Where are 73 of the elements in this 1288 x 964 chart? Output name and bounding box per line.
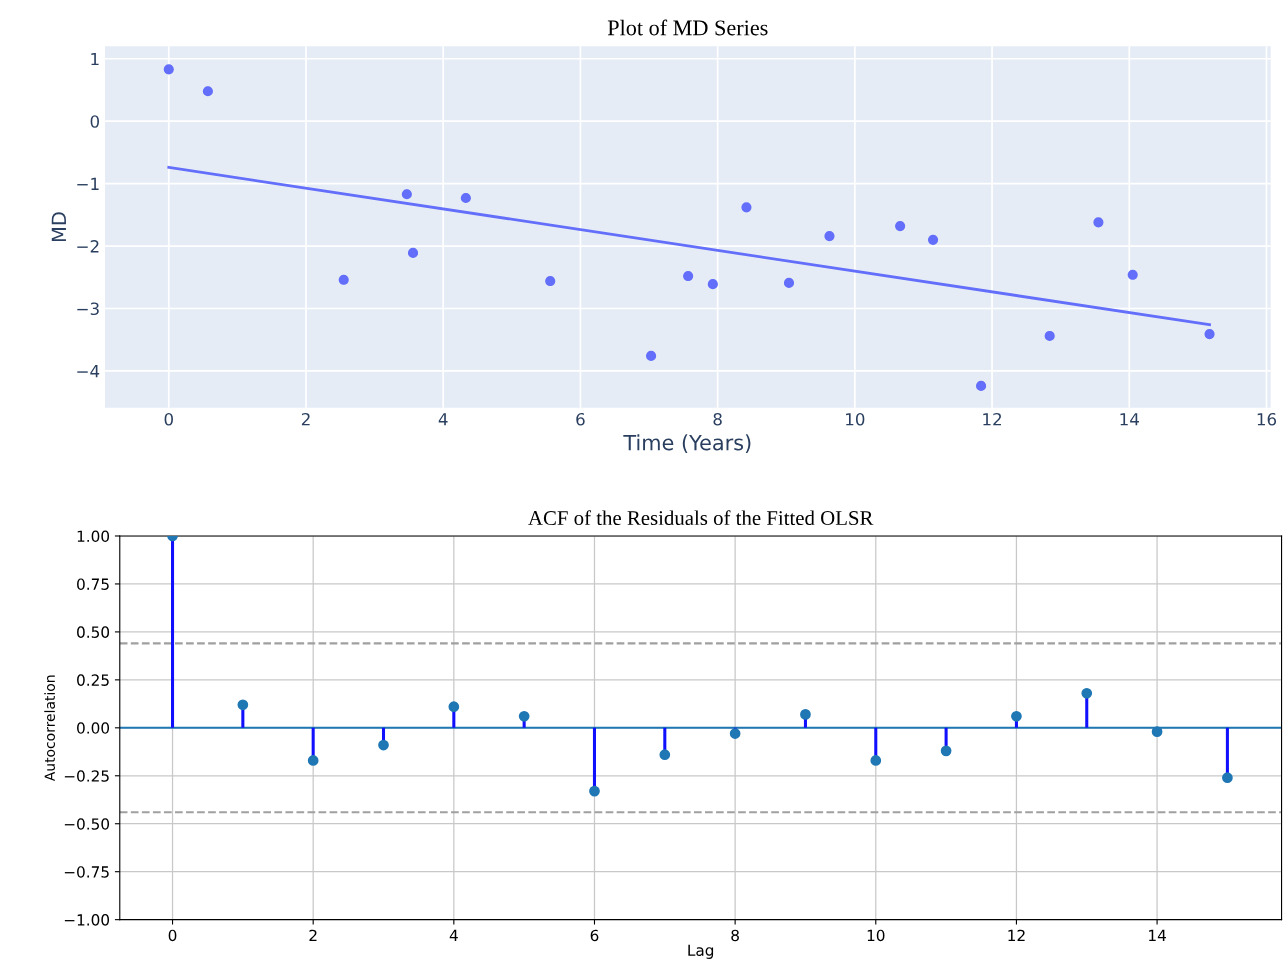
point: [729, 728, 741, 739]
x-tick-label: 12: [1008, 929, 1025, 941]
point: [824, 230, 835, 242]
x-tick-label: 6: [590, 929, 599, 942]
point: [976, 380, 987, 392]
y-axis-title: Autocorrelation: [44, 675, 55, 782]
point: [202, 86, 213, 97]
x-tick-label: 10: [846, 412, 865, 426]
point: [1151, 726, 1163, 738]
x-tick-label: 0: [168, 929, 177, 942]
y-tick-label: 0.25: [77, 674, 109, 686]
point: [927, 234, 939, 245]
y-tick-label: −4: [77, 365, 100, 378]
x-tick-label: 4: [438, 413, 448, 426]
point: [378, 739, 389, 751]
point: [589, 785, 600, 797]
y-tick-label: 0.75: [77, 578, 109, 590]
y-tick-label: 1: [91, 52, 99, 66]
x-tick-label: 16: [1257, 412, 1277, 426]
x-tick-label: 12: [983, 412, 1001, 426]
point: [870, 755, 882, 766]
x-tick-label: 14: [1120, 413, 1139, 426]
point: [1127, 269, 1138, 280]
y-tick-label: −0.50: [64, 818, 110, 830]
x-axis-title: Time (Years): [623, 434, 751, 453]
point: [741, 202, 752, 213]
point: [1081, 687, 1093, 699]
point: [448, 701, 460, 713]
point: [800, 709, 811, 720]
y-tick-label: −2: [77, 240, 99, 253]
y-tick-label: 0: [90, 115, 99, 128]
y-tick-label: −3: [77, 302, 99, 316]
y-tick-label: −0.75: [64, 866, 109, 878]
point: [707, 279, 718, 290]
x-tick-label: 6: [576, 412, 585, 426]
point: [683, 270, 694, 282]
y-tick-label: −1: [77, 177, 99, 190]
point: [407, 247, 419, 259]
x-tick-label: 14: [1149, 929, 1166, 941]
point: [518, 710, 530, 722]
x-tick-label: 8: [713, 412, 722, 426]
point: [659, 749, 671, 761]
point: [545, 275, 556, 287]
point: [1011, 710, 1022, 722]
y-tick-label: 1.00: [77, 530, 110, 543]
point: [1222, 772, 1233, 784]
x-axis-title: Lag: [688, 944, 714, 959]
y-tick-label: −1.00: [64, 914, 110, 926]
y-tick-label: 0.50: [77, 626, 110, 638]
point: [338, 274, 349, 285]
point: [646, 350, 657, 362]
chart-title: Plot of MD Series: [607, 19, 768, 36]
point: [1093, 217, 1104, 228]
point: [237, 699, 249, 711]
x-tick-label: 2: [301, 412, 310, 426]
chart-title: ACF of the Residuals of the Fitted OLSR: [528, 510, 874, 526]
point: [460, 192, 471, 204]
x-tick-label: 0: [164, 412, 173, 426]
point: [401, 189, 412, 200]
point: [307, 755, 319, 766]
point: [163, 64, 174, 75]
point: [940, 745, 952, 757]
y-tick-label: 0.00: [77, 722, 110, 734]
y-tick-label: −0.25: [64, 770, 109, 782]
point: [895, 220, 906, 232]
point: [1204, 329, 1215, 340]
x-tick-label: 2: [309, 929, 317, 941]
point: [783, 277, 795, 288]
x-tick-label: 8: [731, 929, 739, 942]
x-tick-label: 10: [867, 929, 885, 942]
point: [1044, 330, 1055, 342]
y-axis-title: MD: [51, 212, 66, 241]
x-tick-label: 4: [449, 929, 458, 941]
